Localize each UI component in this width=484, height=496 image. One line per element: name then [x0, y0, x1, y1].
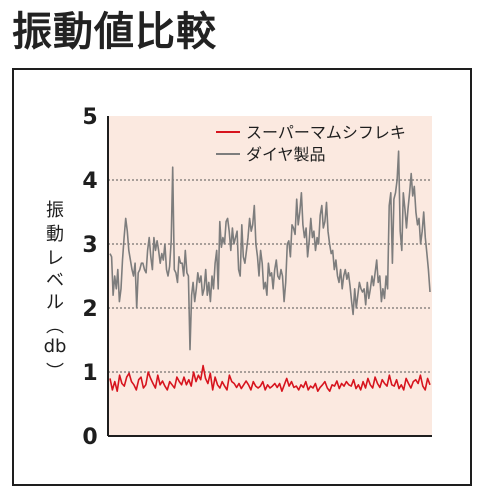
y-tick-label-3: 3 — [82, 233, 97, 258]
series-line-2 — [109, 150, 431, 351]
y-tick-label-5: 5 — [82, 105, 97, 130]
y-axis-label-char: ベ — [46, 270, 64, 291]
legend-label-1: スーパーマムシフレキ — [246, 123, 406, 142]
chart-frame — [12, 68, 472, 486]
y-axis-label-char: 振 — [46, 200, 64, 221]
y-tick-label-0: 0 — [82, 425, 97, 450]
y-tick-label-4: 4 — [82, 169, 97, 194]
y-tick-label-2: 2 — [82, 297, 97, 322]
y-axis-label-char: ︶ — [46, 362, 64, 383]
chart-title: 振動値比較 — [12, 9, 217, 55]
series-line-1 — [109, 364, 431, 393]
y-axis-label-char: 動 — [46, 224, 64, 245]
y-axis-label-char: ル — [46, 292, 64, 313]
y-tick-label-1: 1 — [82, 361, 97, 386]
y-axis-label-char: ︵ — [46, 316, 64, 337]
y-axis-label-char: db — [44, 336, 67, 357]
legend-label-2: ダイヤ製品 — [246, 145, 326, 164]
y-axis-label-char: レ — [46, 248, 64, 269]
